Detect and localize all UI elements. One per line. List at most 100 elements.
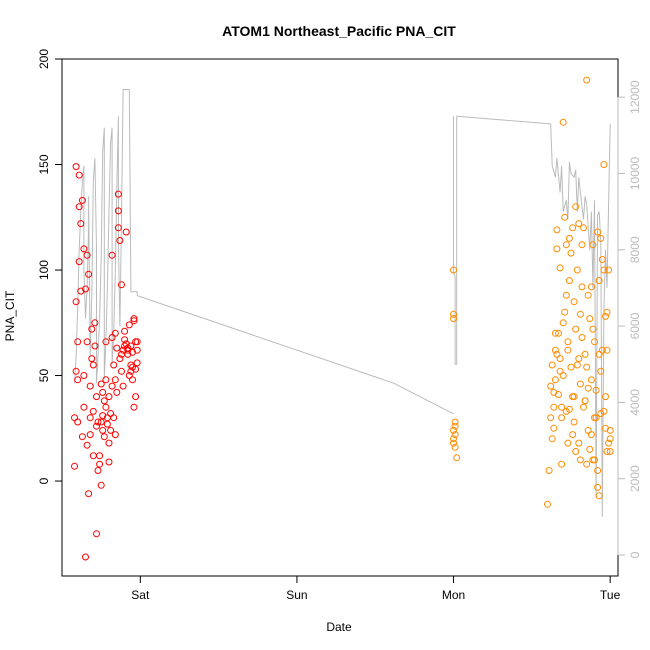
data-point-series1 (83, 338, 91, 346)
data-point-series1 (75, 203, 83, 211)
data-point-series1 (80, 372, 88, 379)
data-point-series2 (589, 241, 597, 249)
data-point-series2 (573, 361, 581, 369)
data-point-series2 (558, 460, 566, 468)
data-point-series1 (82, 553, 89, 561)
data-point-series2 (569, 431, 577, 439)
data-point-series2 (451, 443, 459, 451)
data-point-series2 (584, 291, 592, 299)
data-point-series2 (595, 492, 603, 500)
data-point-series2 (587, 283, 595, 291)
data-point-series2 (597, 410, 605, 417)
data-point-series1 (78, 196, 86, 204)
data-point-series2 (583, 363, 591, 371)
data-point-series1 (85, 270, 93, 278)
data-point-series2 (589, 325, 597, 333)
data-point-series1 (127, 342, 135, 350)
data-point-series2 (453, 454, 461, 462)
data-point-series2 (594, 483, 602, 491)
altitude-line-1 (74, 89, 138, 384)
data-point-series1 (83, 251, 91, 259)
data-point-series1 (77, 220, 85, 228)
data-point-series2 (603, 346, 611, 354)
data-point-series1 (93, 530, 100, 538)
data-point-series2 (544, 500, 551, 508)
y-tick-label: 0 (37, 477, 51, 484)
data-point-series1 (107, 426, 115, 434)
data-point-series2 (580, 403, 587, 411)
data-point-series1 (96, 452, 104, 460)
data-point-series2 (595, 277, 603, 285)
data-point-series1 (100, 397, 108, 405)
data-point-series1 (74, 376, 82, 384)
data-point-series1 (114, 224, 122, 232)
data-point-series2 (550, 424, 558, 432)
data-point-series1 (111, 431, 119, 439)
data-point-series2 (594, 467, 602, 474)
data-point-series1 (103, 420, 111, 428)
data-point-series2 (556, 264, 564, 272)
data-point-series2 (565, 234, 573, 242)
chart-title: ATOM1 Northeast_Pacific PNA_CIT (222, 23, 456, 39)
data-point-series1 (132, 393, 140, 401)
data-point-series2 (451, 431, 459, 439)
data-point-series2 (576, 380, 584, 388)
data-point-series2 (555, 329, 562, 337)
data-point-series2 (564, 439, 572, 447)
data-point-series1 (127, 361, 135, 369)
data-point-series2 (591, 338, 598, 346)
data-point-series1 (118, 281, 125, 289)
data-point-series2 (578, 334, 586, 341)
data-point-series1 (72, 163, 80, 171)
data-point-series2 (597, 234, 605, 242)
data-point-series1 (133, 359, 141, 367)
data-point-series1 (121, 336, 129, 344)
data-point-series1 (116, 237, 124, 244)
data-point-series2 (575, 355, 583, 363)
right-y-tick-label: 6000 (628, 312, 642, 339)
data-point-series2 (547, 414, 555, 422)
data-point-series2 (556, 367, 564, 375)
data-point-series2 (545, 467, 553, 474)
data-point-series2 (570, 298, 578, 306)
data-point-series2 (550, 388, 558, 396)
data-point-series1 (111, 329, 119, 337)
data-point-series2 (592, 414, 600, 422)
data-point-series2 (553, 226, 561, 234)
data-point-series2 (450, 426, 457, 434)
y-axis-label: PNA_CIT (3, 290, 17, 341)
data-point-series2 (575, 220, 583, 228)
data-point-series2 (595, 350, 603, 358)
data-point-series2 (450, 315, 457, 323)
data-point-series1 (108, 382, 116, 390)
data-point-series1 (116, 355, 124, 363)
data-point-series2 (551, 376, 559, 384)
data-point-series2 (594, 228, 602, 236)
data-point-series2 (450, 439, 457, 447)
data-point-series2 (584, 426, 592, 434)
data-point-series2 (602, 393, 609, 401)
x-axis: Sat Sun Mon Tue (131, 575, 621, 602)
data-point-series1 (133, 338, 141, 346)
data-point-series1 (86, 431, 94, 439)
data-point-series1 (89, 407, 97, 415)
data-point-series1 (102, 338, 110, 346)
data-point-series1 (82, 285, 89, 293)
data-point-series2 (575, 439, 583, 447)
data-point-series1 (91, 342, 99, 350)
data-point-series1 (119, 382, 127, 390)
data-point-series2 (584, 384, 592, 392)
data-point-series1 (130, 317, 138, 325)
data-point-series1 (80, 245, 88, 253)
y-tick-label: 100 (37, 260, 51, 280)
data-point-series1 (75, 258, 83, 266)
data-point-series2 (578, 283, 586, 291)
x-tick-label: Mon (442, 588, 465, 602)
data-point-series1 (89, 361, 97, 369)
data-point-series1 (107, 410, 115, 417)
data-point-series2 (572, 203, 580, 211)
data-point-series2 (561, 213, 569, 221)
data-point-series2 (547, 382, 555, 390)
data-point-series1 (83, 441, 91, 449)
data-point-series2 (581, 397, 589, 405)
